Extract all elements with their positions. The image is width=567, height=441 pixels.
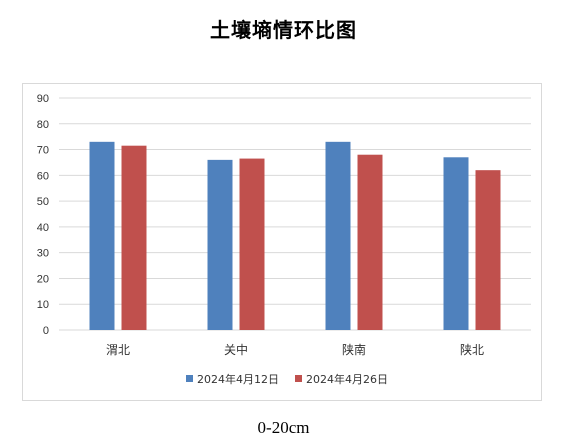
chart-area: 0 10 20 30 40 50 60 70 80 90 渭北 关中 陕南 陕北 2024年4月12日 202… <box>22 83 542 401</box>
bar-2 <box>121 145 147 330</box>
bar-1 <box>89 141 115 330</box>
legend-label: 2024年4月26日 <box>306 372 388 386</box>
y-tick-label: 90 <box>37 93 49 105</box>
chart-title: 土壤墒情环比图 <box>210 18 357 42</box>
bar-1 <box>207 159 233 330</box>
y-tick-label: 40 <box>37 222 49 234</box>
x-category-label: 渭北 <box>106 343 130 357</box>
y-tick-label: 20 <box>37 273 49 285</box>
legend-label: 2024年4月12日 <box>197 372 279 386</box>
y-tick-label: 50 <box>37 196 49 208</box>
bar-2 <box>475 170 501 330</box>
y-tick-label: 30 <box>37 248 49 260</box>
bar-2 <box>239 158 265 330</box>
y-tick-label: 0 <box>43 325 49 337</box>
y-tick-label: 10 <box>37 299 49 311</box>
legend-swatch <box>186 375 193 382</box>
y-tick-label: 60 <box>37 170 49 182</box>
x-category-label: 陕北 <box>460 342 484 357</box>
bar-1 <box>443 157 469 330</box>
x-category-label: 陕南 <box>342 342 366 357</box>
bar-chart: 0 10 20 30 40 50 60 70 80 90 渭北 关中 陕南 陕北 2024年4月12日 202… <box>37 93 531 386</box>
y-tick-label: 70 <box>37 145 49 157</box>
y-tick-label: 80 <box>37 119 49 131</box>
legend-swatch <box>295 375 302 382</box>
x-category-label: 关中 <box>224 342 248 357</box>
depth-caption: 0-20cm <box>257 418 310 437</box>
bar-1 <box>325 141 351 330</box>
bar-2 <box>357 154 383 330</box>
